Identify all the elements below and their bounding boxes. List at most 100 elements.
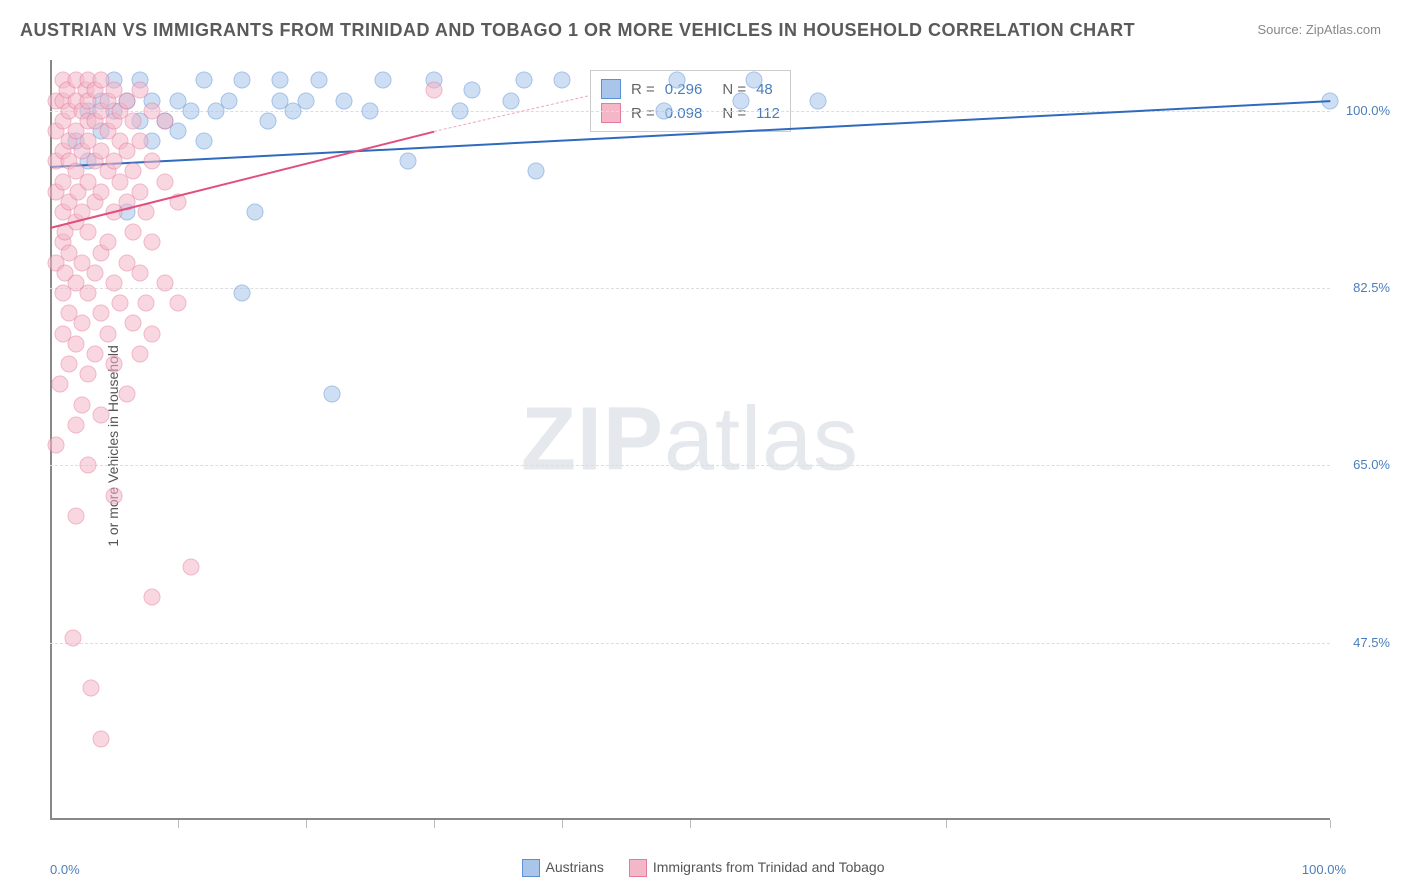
data-point (52, 376, 69, 393)
data-point (144, 589, 161, 606)
legend-swatch (601, 79, 621, 99)
data-point (131, 82, 148, 99)
data-point (426, 82, 443, 99)
legend-r-label: R = (631, 81, 655, 98)
data-point (80, 224, 97, 241)
data-point (99, 325, 116, 342)
series-legend-label: Austrians (546, 859, 604, 875)
data-point (234, 285, 251, 302)
data-point (195, 133, 212, 150)
gridline-v (306, 820, 307, 828)
data-point (86, 264, 103, 281)
data-point (93, 305, 110, 322)
data-point (246, 204, 263, 221)
legend-r-label: R = (631, 105, 655, 122)
gridline-v (690, 820, 691, 828)
data-point (221, 92, 238, 109)
gridline-v (434, 820, 435, 828)
data-point (131, 345, 148, 362)
data-point (810, 92, 827, 109)
data-point (336, 92, 353, 109)
data-point (86, 345, 103, 362)
data-point (669, 72, 686, 89)
data-point (80, 457, 97, 474)
data-point (48, 437, 65, 454)
data-point (656, 102, 673, 119)
data-point (67, 335, 84, 352)
data-point (554, 72, 571, 89)
y-tick-label: 47.5% (1353, 635, 1390, 650)
data-point (118, 386, 135, 403)
data-point (138, 295, 155, 312)
series-legend: Austrians Immigrants from Trinidad and To… (0, 859, 1406, 877)
data-point (451, 102, 468, 119)
source-name: ZipAtlas.com (1306, 22, 1381, 37)
data-point (93, 730, 110, 747)
data-point (112, 295, 129, 312)
legend-row: R =0.098N =112 (601, 101, 780, 125)
data-point (125, 163, 142, 180)
data-point (106, 487, 123, 504)
data-point (144, 234, 161, 251)
data-point (528, 163, 545, 180)
data-point (234, 72, 251, 89)
data-point (80, 366, 97, 383)
series-legend-label: Immigrants from Trinidad and Tobago (653, 859, 885, 875)
data-point (131, 264, 148, 281)
data-point (125, 315, 142, 332)
data-point (298, 92, 315, 109)
legend-n-value: 112 (756, 105, 780, 122)
data-point (157, 112, 174, 129)
data-point (195, 72, 212, 89)
data-point (99, 234, 116, 251)
data-point (259, 112, 276, 129)
watermark: ZIPatlas (521, 389, 859, 492)
data-point (93, 183, 110, 200)
gridline-v (946, 820, 947, 828)
data-point (374, 72, 391, 89)
series-legend-item: Immigrants from Trinidad and Tobago (629, 859, 885, 877)
data-point (464, 82, 481, 99)
data-point (310, 72, 327, 89)
chart-title: AUSTRIAN VS IMMIGRANTS FROM TRINIDAD AND… (20, 20, 1135, 41)
data-point (67, 416, 84, 433)
data-point (182, 102, 199, 119)
data-point (61, 356, 78, 373)
legend-swatch (601, 103, 621, 123)
watermark-light: atlas (664, 390, 859, 490)
data-point (67, 508, 84, 525)
data-point (733, 92, 750, 109)
data-point (74, 315, 91, 332)
data-point (131, 133, 148, 150)
data-point (144, 153, 161, 170)
data-point (515, 72, 532, 89)
data-point (272, 72, 289, 89)
data-point (157, 274, 174, 291)
data-point (106, 356, 123, 373)
data-point (125, 224, 142, 241)
data-point (65, 629, 82, 646)
data-point (323, 386, 340, 403)
data-point (82, 680, 99, 697)
gridline-v (178, 820, 179, 828)
source-label: Source: (1257, 22, 1305, 37)
data-point (157, 173, 174, 190)
legend-swatch (629, 859, 647, 877)
watermark-bold: ZIP (521, 390, 664, 490)
data-point (74, 396, 91, 413)
gridline-v (562, 820, 563, 828)
scatter-chart: ZIPatlas R =0.296N =48R =0.098N =112 100… (50, 60, 1330, 820)
data-point (80, 285, 97, 302)
legend-swatch (522, 859, 540, 877)
data-point (182, 558, 199, 575)
y-tick-label: 82.5% (1353, 280, 1390, 295)
data-point (400, 153, 417, 170)
gridline-h (50, 465, 1330, 466)
gridline-h (50, 643, 1330, 644)
data-point (362, 102, 379, 119)
y-tick-label: 100.0% (1346, 103, 1390, 118)
data-point (93, 406, 110, 423)
y-tick-label: 65.0% (1353, 457, 1390, 472)
data-point (746, 72, 763, 89)
data-point (125, 112, 142, 129)
